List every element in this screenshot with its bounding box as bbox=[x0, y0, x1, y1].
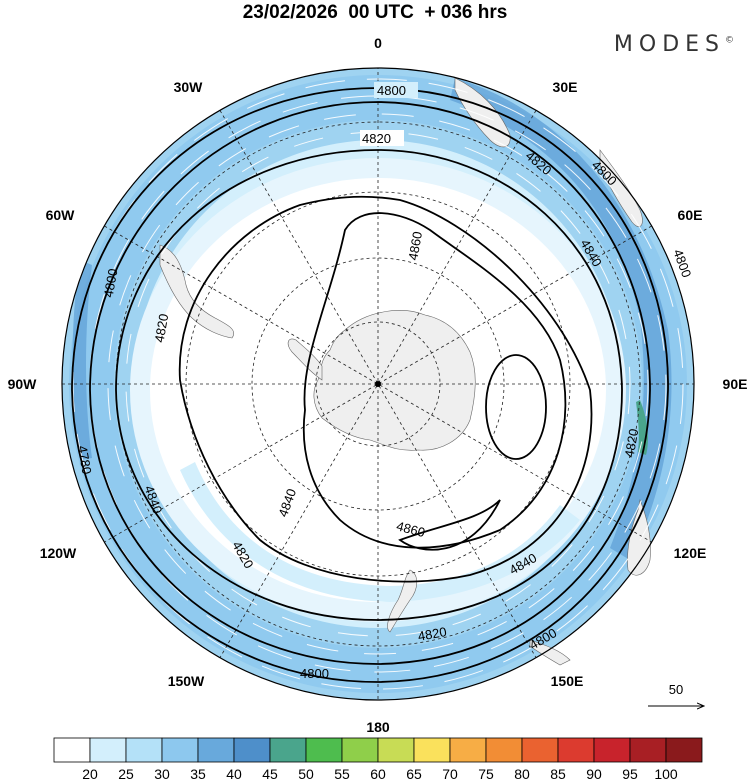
lon-label-60w: 60W bbox=[46, 207, 76, 223]
colorbar-tick-label: 40 bbox=[226, 766, 242, 782]
colorbar-tick-label: 85 bbox=[550, 766, 566, 782]
colorbar-tick-label: 90 bbox=[586, 766, 602, 782]
contour-label: 4800 bbox=[377, 83, 406, 98]
contour-label: 4820 bbox=[152, 313, 172, 344]
brand-mark: © bbox=[725, 35, 734, 46]
colorbar: 20 25 30 35 40 45 50 55 60 65 70 75 80 85 90 95 100 bbox=[53, 737, 703, 782]
colorbar-swatch bbox=[161, 737, 199, 763]
colorbar-swatch bbox=[89, 737, 127, 763]
colorbar-tick-label: 60 bbox=[370, 766, 386, 782]
colorbar-tick-label: 30 bbox=[154, 766, 170, 782]
colorbar-swatch bbox=[305, 737, 343, 763]
contour-label: 4860 bbox=[405, 230, 425, 261]
colorbar-swatch bbox=[233, 737, 271, 763]
colorbar-tick-label: 70 bbox=[442, 766, 458, 782]
longitude-labels: 0 30E 60E 90E 120E 150E 180 150W 120W 90… bbox=[8, 35, 748, 735]
contour-label: 4780 bbox=[75, 444, 95, 475]
contour-label: 4820 bbox=[622, 428, 642, 459]
colorbar-tick-label: 80 bbox=[514, 766, 530, 782]
colorbar-swatch bbox=[377, 737, 415, 763]
contour-label: 4820 bbox=[417, 624, 448, 644]
colorbar-swatch bbox=[413, 737, 451, 763]
land-masses bbox=[159, 77, 651, 666]
reference-vector-label: 50 bbox=[669, 682, 683, 697]
colorbar-swatch bbox=[665, 737, 703, 763]
lon-label-30e: 30E bbox=[553, 79, 578, 95]
lon-label-30w: 30W bbox=[174, 79, 204, 95]
map-title: 23/02/2026 00 UTC + 036 hrs bbox=[242, 2, 508, 23]
brand-logo: MODES© bbox=[614, 32, 734, 57]
colorbar-tick-label: 100 bbox=[654, 766, 678, 782]
colorbar-tick-label: 20 bbox=[82, 766, 98, 782]
colorbar-swatch bbox=[449, 737, 487, 763]
colorbar-swatch bbox=[269, 737, 307, 763]
colorbar-swatch bbox=[629, 737, 667, 763]
lon-label-150w: 150W bbox=[168, 673, 205, 689]
lon-label-180: 180 bbox=[366, 719, 390, 735]
height-contours bbox=[71, 87, 669, 683]
brand-name: MODES bbox=[613, 32, 725, 57]
colorbar-tick-label: 45 bbox=[262, 766, 278, 782]
colorbar-swatch bbox=[341, 737, 379, 763]
colorbar-swatch bbox=[593, 737, 631, 763]
lon-label-120e: 120E bbox=[674, 545, 707, 561]
colorbar-swatch bbox=[53, 737, 91, 763]
colorbar-swatch bbox=[521, 737, 559, 763]
colorbar-tick-label: 75 bbox=[478, 766, 494, 782]
colorbar-swatch bbox=[125, 737, 163, 763]
lon-label-60e: 60E bbox=[678, 207, 703, 223]
colorbar-tick-label: 35 bbox=[190, 766, 206, 782]
colorbar-tick-label: 50 bbox=[298, 766, 314, 782]
lon-label-0: 0 bbox=[374, 35, 382, 51]
colorbar-swatch bbox=[197, 737, 235, 763]
map-border bbox=[61, 67, 695, 701]
lon-label-150e: 150E bbox=[551, 673, 584, 689]
colorbar-tick-label: 65 bbox=[406, 766, 422, 782]
contour-label: 4800 bbox=[300, 666, 329, 681]
colorbar-tick-label: 25 bbox=[118, 766, 134, 782]
colorbar-swatch bbox=[485, 737, 523, 763]
colorbar-tick-label: 55 bbox=[334, 766, 350, 782]
reference-vector: 50 bbox=[648, 682, 704, 706]
lon-label-90w: 90W bbox=[8, 376, 38, 392]
colorbar-tick-label: 95 bbox=[622, 766, 638, 782]
contour-label: 4820 bbox=[362, 131, 391, 146]
colorbar-swatch bbox=[557, 737, 595, 763]
lon-label-90e: 90E bbox=[723, 376, 748, 392]
lon-label-120w: 120W bbox=[40, 545, 77, 561]
contour-label: 4860 bbox=[395, 518, 427, 540]
south-pole-marker bbox=[375, 381, 381, 387]
contour-label: 4800 bbox=[101, 267, 121, 298]
